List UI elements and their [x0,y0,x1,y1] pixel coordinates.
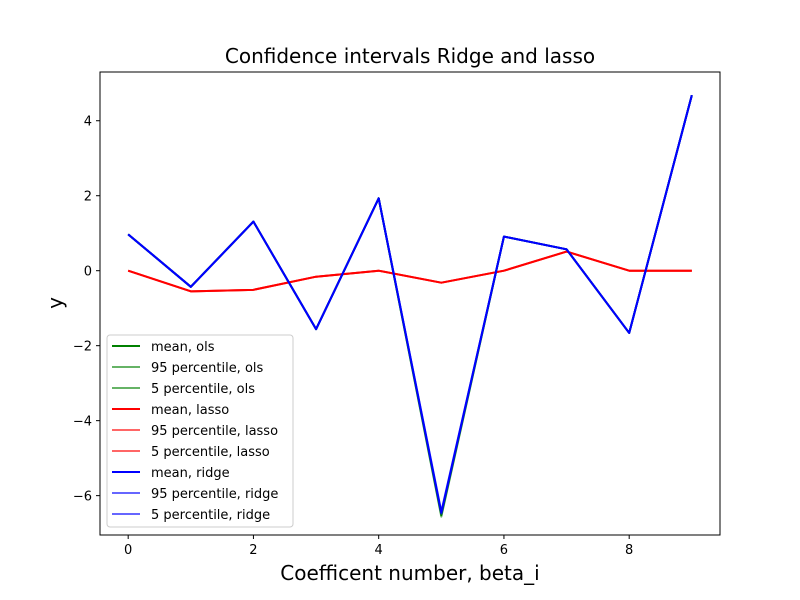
x-axis-label: Coefficent number, beta_i [280,561,539,585]
chart-title: Confidence intervals Ridge and lasso [225,44,595,68]
y-tick-label: −4 [73,415,92,430]
x-tick-label: 4 [375,543,383,558]
legend-label: 5 percentile, ridge [151,508,270,523]
legend-label: mean, lasso [151,403,229,418]
x-tick-label: 0 [124,543,132,558]
legend-label: 95 percentile, lasso [151,424,278,439]
legend-label: mean, ridge [151,466,230,481]
legend-label: mean, ols [151,340,215,355]
y-tick-label: −2 [73,340,92,355]
y-axis: −6 −4 −2 0 2 4 [73,115,100,505]
axes-frame [99,71,721,536]
y-axis-label: y [43,297,67,309]
legend-label: 5 percentile, lasso [151,445,270,460]
plot-area [99,71,721,536]
x-tick-label: 8 [625,543,633,558]
y-tick-label: 0 [84,265,92,280]
x-tick-label: 6 [500,543,508,558]
legend-items: mean, ols 95 percentile, ols 5 percentile,… [112,340,278,523]
legend-label: 95 percentile, ridge [151,487,278,502]
legend-label: 5 percentile, ols [151,382,255,397]
series-line [127,94,693,515]
legend-box [106,334,294,528]
y-tick-label: 2 [84,190,92,205]
legend: mean, ols 95 percentile, ols 5 percentile,… [106,334,294,528]
series-layer [127,94,693,518]
x-tick-label: 2 [249,543,257,558]
series-line [127,250,692,293]
legend-label: 95 percentile, ols [151,361,264,376]
y-tick-label: −6 [73,490,92,505]
x-axis: 0 2 4 6 8 [124,535,633,558]
y-tick-label: 4 [84,115,92,130]
